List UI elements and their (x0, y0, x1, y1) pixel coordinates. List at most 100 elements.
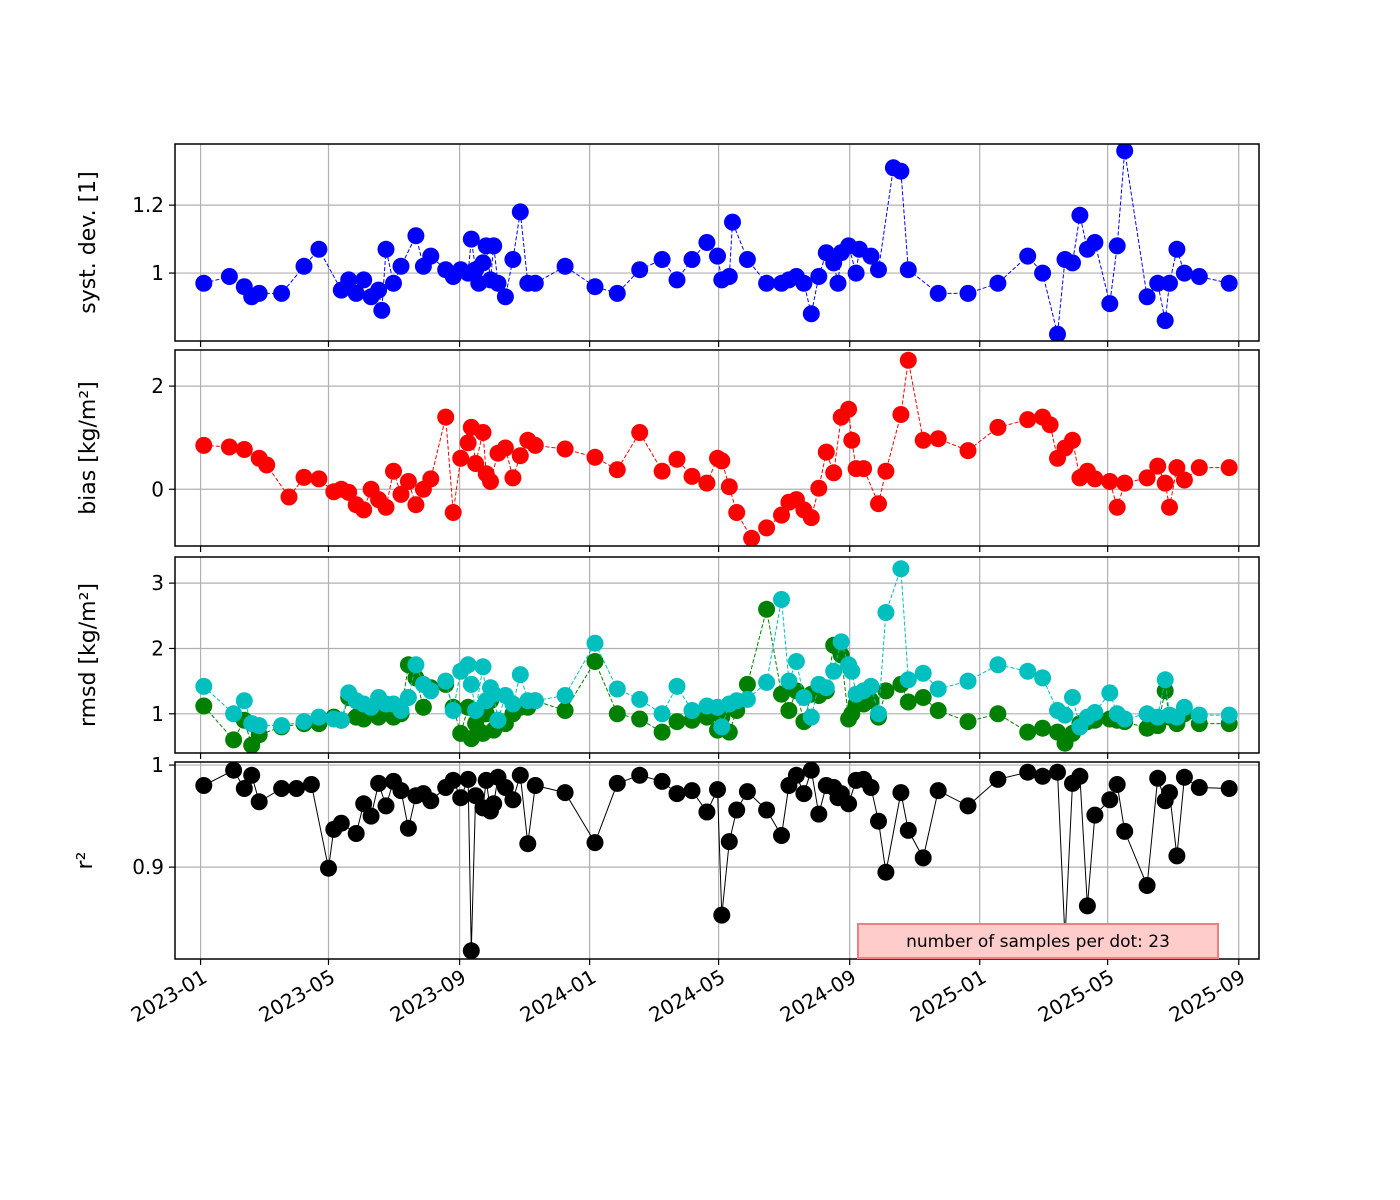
data-point (877, 682, 895, 700)
data-point (496, 439, 514, 457)
data-point (668, 271, 686, 289)
data-point (504, 695, 522, 713)
data-point (959, 442, 977, 460)
data-point (720, 268, 738, 285)
data-point (829, 274, 847, 292)
data-point (743, 529, 761, 546)
panel-frame-2 (174, 556, 1260, 754)
data-point (195, 777, 213, 794)
data-point (758, 519, 776, 537)
data-point (474, 254, 492, 272)
data-point (310, 470, 328, 488)
data-point (482, 473, 499, 490)
data-point (1056, 706, 1074, 724)
data-point (914, 689, 932, 706)
data-point (1101, 791, 1119, 809)
y-tick-label: 0.9 (132, 855, 164, 879)
data-point (1064, 254, 1081, 272)
x-tick-label: 2023-05 (255, 965, 339, 1028)
data-point (631, 261, 649, 279)
y-axis-label-panel-2: rmsd [kg/m²] (76, 583, 101, 727)
data-point (1019, 662, 1037, 680)
data-point (504, 251, 522, 268)
y-axis-label-panel-3: r² (73, 852, 98, 870)
data-point (1108, 237, 1126, 255)
data-point (713, 718, 731, 736)
data-point (1175, 264, 1193, 282)
data-point (225, 762, 243, 779)
data-point (720, 833, 738, 851)
data-point (698, 474, 716, 492)
data-point (709, 247, 726, 265)
data-point (959, 672, 977, 690)
x-tick-label: 2024-05 (645, 965, 729, 1028)
data-point (1220, 706, 1238, 724)
data-point (586, 278, 604, 296)
data-point (1168, 240, 1186, 258)
data-point (1190, 268, 1208, 285)
data-point (1101, 295, 1119, 313)
data-point (929, 680, 947, 698)
y-tick-label: 1 (151, 753, 164, 777)
data-point (459, 656, 477, 674)
data-point (258, 456, 276, 474)
data-point (1086, 806, 1104, 824)
data-point (989, 770, 1007, 788)
data-point (773, 506, 790, 524)
data-point (1049, 763, 1066, 781)
data-point (225, 705, 243, 723)
data-point (817, 443, 835, 461)
data-point (843, 431, 861, 449)
data-point (631, 690, 649, 708)
data-point (832, 633, 850, 651)
data-point (496, 779, 514, 796)
data-point (586, 653, 604, 670)
data-point (414, 698, 432, 716)
data-point (195, 677, 213, 695)
data-point (452, 449, 470, 467)
data-point (526, 692, 544, 710)
panel-frame-1 (174, 349, 1260, 547)
data-point (989, 656, 1007, 674)
data-point (235, 441, 253, 458)
data-point (385, 462, 402, 480)
data-point (422, 247, 440, 265)
data-point (724, 213, 741, 231)
data-point (273, 717, 291, 735)
data-point (825, 464, 843, 482)
data-point (1019, 763, 1037, 781)
data-point (1049, 325, 1066, 341)
data-point (810, 479, 828, 497)
data-point (892, 560, 910, 578)
data-point (1086, 704, 1104, 721)
data-point (235, 780, 253, 797)
data-point (444, 504, 462, 521)
data-point (243, 766, 261, 784)
data-point (668, 677, 686, 695)
annotation-box-background (857, 923, 1219, 959)
data-point (320, 859, 337, 877)
data-point (377, 240, 395, 258)
data-point (295, 468, 313, 486)
data-point (795, 785, 813, 803)
data-point (1116, 144, 1134, 160)
data-point (899, 261, 917, 279)
data-point (825, 662, 843, 680)
data-point (392, 485, 410, 503)
data-point (556, 702, 574, 719)
data-point (467, 455, 485, 472)
data-point (511, 447, 529, 465)
data-point (877, 604, 895, 621)
data-point (377, 498, 395, 516)
data-point (802, 708, 820, 726)
data-point (787, 766, 805, 784)
x-tick-label: 2023-01 (127, 965, 211, 1028)
annotation-box: number of samples per dot: 23 (857, 923, 1219, 959)
data-point (407, 227, 425, 245)
data-point (870, 261, 887, 279)
data-point (1220, 780, 1238, 797)
data-point (653, 772, 671, 790)
data-point (1019, 247, 1037, 265)
data-point (437, 672, 455, 690)
